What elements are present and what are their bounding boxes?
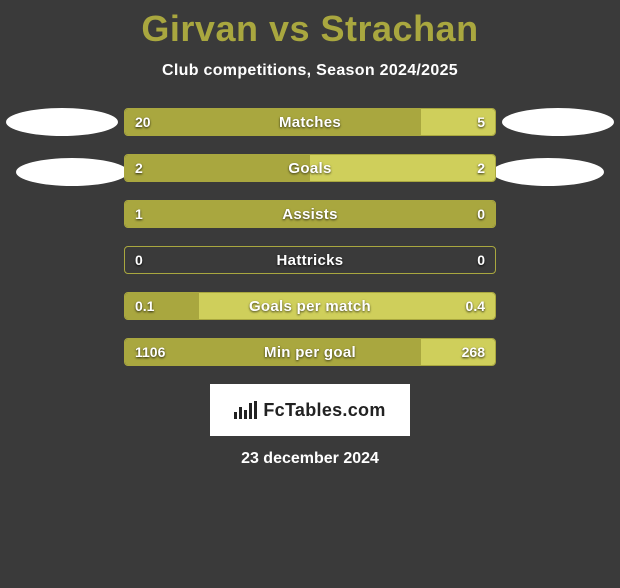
stat-bar-right xyxy=(310,155,495,181)
logo-text: FcTables.com xyxy=(263,400,385,421)
page-title: Girvan vs Strachan xyxy=(0,8,620,50)
player-right-badge-1 xyxy=(502,108,614,136)
stat-row: 0.10.4Goals per match xyxy=(124,292,496,320)
player-left-badge-2 xyxy=(16,158,128,186)
stat-bar-right xyxy=(199,293,495,319)
date-label: 23 december 2024 xyxy=(0,450,620,468)
stat-row: 22Goals xyxy=(124,154,496,182)
stat-bar-left xyxy=(125,109,421,135)
stat-bar-right xyxy=(421,109,495,135)
logo-box: FcTables.com xyxy=(210,384,410,436)
stat-value-left: 0 xyxy=(125,247,153,273)
stat-bar-left xyxy=(125,293,199,319)
stat-rows: 205Matches 22Goals 10Assists 0 0Hattricks 0.1… xyxy=(0,108,620,366)
stat-bar-right xyxy=(421,339,495,365)
stat-bar-left xyxy=(125,201,495,227)
stat-label: Hattricks xyxy=(125,247,495,273)
player-left-badge-1 xyxy=(6,108,118,136)
stat-bar-left xyxy=(125,155,310,181)
subtitle: Club competitions, Season 2024/2025 xyxy=(0,62,620,80)
player-right-badge-2 xyxy=(492,158,604,186)
stat-row: 0 0Hattricks xyxy=(124,246,496,274)
stat-row: 205Matches xyxy=(124,108,496,136)
stats-area: 205Matches 22Goals 10Assists 0 0Hattricks 0.1… xyxy=(0,108,620,468)
stat-value-right: 0 xyxy=(467,247,495,273)
stat-row: 1106268Min per goal xyxy=(124,338,496,366)
stat-row: 10Assists xyxy=(124,200,496,228)
stat-bar-left xyxy=(125,339,421,365)
chart-icon xyxy=(234,401,257,419)
